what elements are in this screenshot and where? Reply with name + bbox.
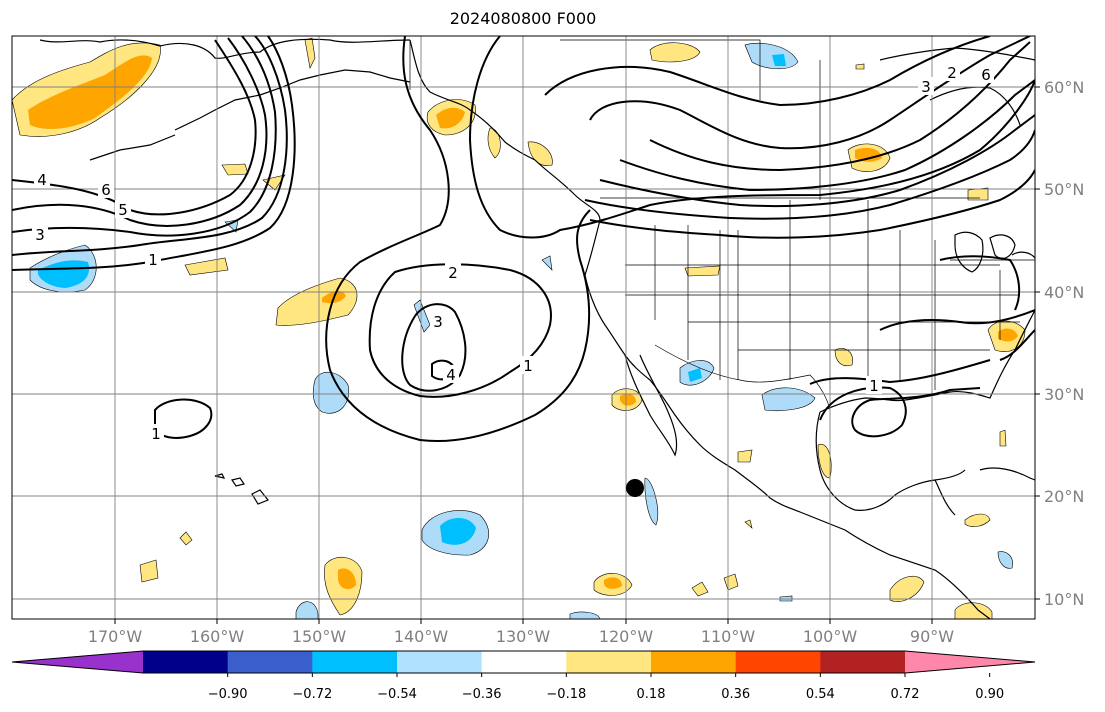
- colorbar-cell: [820, 651, 906, 673]
- colorbar-tick-label: −0.54: [377, 687, 417, 702]
- colorbar: −0.90 −0.72 −0.54 −0.36 −0.18 0.18 0.36 0.54 0.7…: [11, 650, 1036, 702]
- colorbar-cell: [651, 651, 737, 673]
- colorbar-extend-low: [12, 651, 143, 673]
- colorbar-tick-label: −0.36: [462, 687, 502, 702]
- colorbar-cell: [312, 651, 398, 673]
- longitude-label: 130°W: [496, 627, 551, 646]
- contour-label-backgrounds: [32, 63, 994, 442]
- contour-label: 3: [433, 313, 443, 331]
- colorbar-extend-high: [905, 651, 1035, 673]
- contour-label: 6: [101, 181, 111, 199]
- storm-position-marker: [626, 479, 644, 497]
- colorbar-tick-label: 0.18: [637, 687, 666, 702]
- contour-lines: [12, 36, 1035, 443]
- contour-label: 5: [118, 201, 128, 219]
- colorbar-tick-label: −0.72: [292, 687, 332, 702]
- colorbar-cell: [227, 651, 313, 673]
- colorbar-cell: [566, 651, 652, 673]
- latitude-labels: 60°N 50°N 40°N 30°N 20°N 10°N: [1044, 78, 1084, 609]
- longitude-label: 170°W: [88, 627, 143, 646]
- contour-label: 1: [151, 425, 161, 443]
- colorbar-cell: [397, 651, 483, 673]
- latitude-label: 60°N: [1044, 78, 1084, 97]
- colorbar-tick-label: 0.72: [891, 687, 920, 702]
- colorbar-tick-label: 0.90: [975, 687, 1004, 702]
- longitude-label: 100°W: [803, 627, 858, 646]
- contour-labels: 4 6 5 3 1 2 3 4 1 1 1 3 2 6: [35, 64, 991, 443]
- latitude-label: 20°N: [1044, 487, 1084, 506]
- contour-label: 1: [523, 357, 533, 375]
- map-title: 2024080800 F000: [449, 9, 597, 28]
- longitude-label: 150°W: [292, 627, 347, 646]
- latitude-label: 10°N: [1044, 590, 1084, 609]
- longitude-label: 120°W: [599, 627, 654, 646]
- contour-label: 3: [921, 78, 931, 96]
- latitude-label: 40°N: [1044, 283, 1084, 302]
- colorbar-tick-label: −0.90: [208, 687, 248, 702]
- longitude-label: 140°W: [394, 627, 449, 646]
- contour-label: 6: [981, 66, 991, 84]
- longitude-label: 160°W: [190, 627, 245, 646]
- longitude-label: 110°W: [701, 627, 756, 646]
- colorbar-cells: [11, 650, 1036, 674]
- axis-ticks: [114, 86, 1040, 624]
- contour-label: 2: [448, 264, 458, 282]
- latitude-label: 30°N: [1044, 385, 1084, 404]
- colorbar-tick-label: −0.18: [546, 687, 586, 702]
- map-panel: 4 6 5 3 1 2 3 4 1 1 1 3 2 6: [12, 36, 1035, 619]
- colorbar-cell: [143, 651, 229, 673]
- contour-label: 3: [35, 226, 45, 244]
- contour-label: 1: [148, 251, 158, 269]
- colorbar-ticks: −0.90 −0.72 −0.54 −0.36 −0.18 0.18 0.36 0.54 0.7…: [208, 673, 1004, 702]
- colorbar-cell: [481, 651, 567, 673]
- longitude-labels: 170°W 160°W 150°W 140°W 130°W 120°W 110°…: [88, 627, 954, 646]
- contour-label: 1: [869, 377, 879, 395]
- latitude-label: 50°N: [1044, 180, 1084, 199]
- contour-label: 4: [37, 171, 47, 189]
- colorbar-tick-label: 0.54: [806, 687, 835, 702]
- colorbar-tick-label: 0.36: [721, 687, 750, 702]
- longitude-label: 90°W: [910, 627, 954, 646]
- contour-label: 2: [947, 64, 957, 82]
- contour-label: 4: [446, 366, 456, 384]
- colorbar-cell: [735, 651, 821, 673]
